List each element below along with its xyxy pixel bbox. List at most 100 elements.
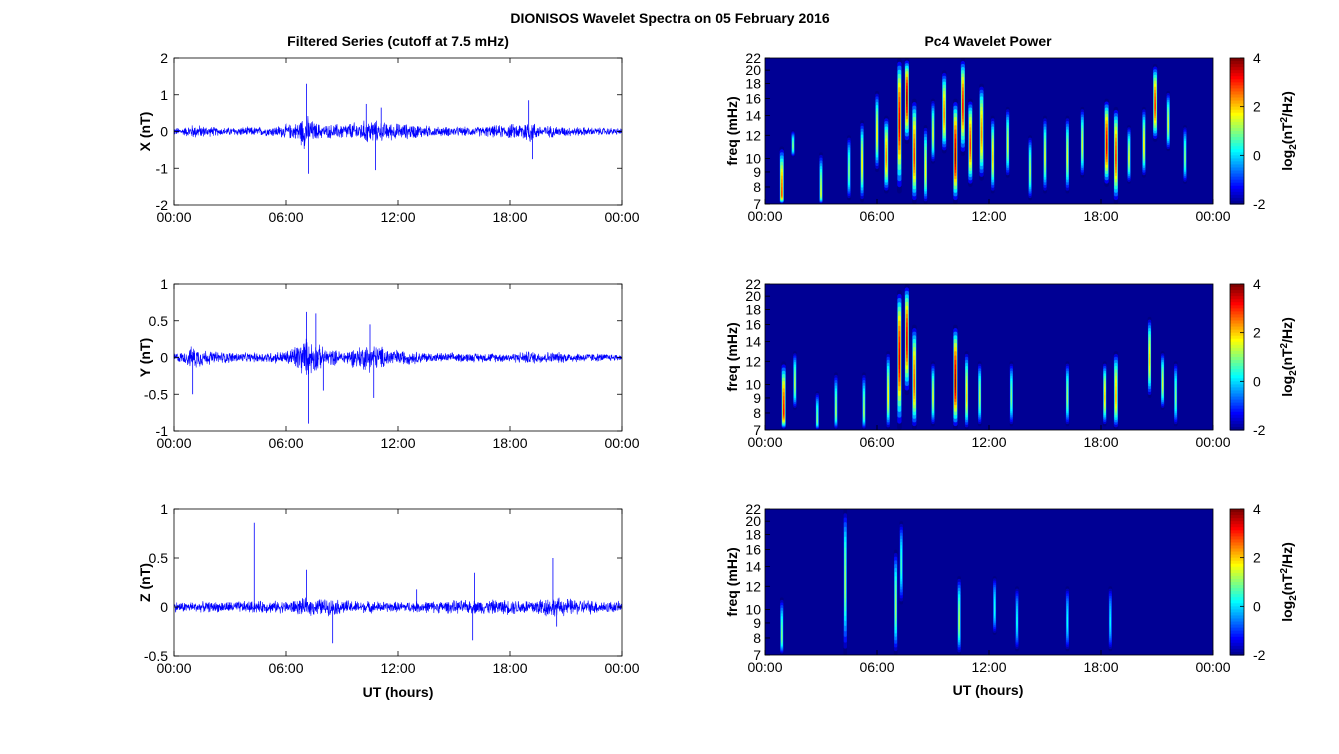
colorbar-segment xyxy=(1230,140,1244,144)
colorbar-segment xyxy=(1230,314,1244,319)
colorbar-segment xyxy=(1230,651,1244,656)
colorbar-segment xyxy=(1230,509,1244,513)
colorbar-tick-label: -2 xyxy=(1253,647,1266,663)
colorbar-segment xyxy=(1230,85,1244,90)
colorbar-segment xyxy=(1230,115,1244,120)
x-tick-label: 12:00 xyxy=(971,434,1006,450)
wavelet-event xyxy=(924,167,927,174)
x-tick-label: 00:00 xyxy=(156,435,191,451)
wavelet-event xyxy=(1128,155,1130,161)
colorbar-segment xyxy=(1230,399,1244,404)
colorbar-tick-label: 4 xyxy=(1253,50,1261,66)
colorbar-segment xyxy=(1230,615,1244,620)
colorbar-label-part: 2 xyxy=(1288,595,1299,601)
y-tick-label: 18 xyxy=(745,527,761,543)
axes-box xyxy=(173,508,623,657)
colorbar-segment xyxy=(1230,350,1244,355)
y-tick-label: 1 xyxy=(160,501,168,517)
colorbar-segment xyxy=(1230,554,1244,559)
wavelet-event xyxy=(954,379,956,388)
colorbar-segment xyxy=(1230,103,1244,108)
colorbar-segment xyxy=(1230,569,1244,574)
colorbar-segment xyxy=(1230,521,1244,525)
colorbar-segment xyxy=(1230,621,1244,626)
wavelet-event xyxy=(1010,394,1012,400)
colorbar-label-part: 2 xyxy=(1288,144,1299,150)
colorbar-segment xyxy=(1230,630,1244,635)
colorbar-segment xyxy=(1230,387,1244,392)
colorbar-segment xyxy=(1230,127,1244,132)
y-tick-label: 22 xyxy=(745,276,761,292)
wavelet-event xyxy=(781,634,783,640)
colorbar-segment xyxy=(1230,639,1244,644)
wavelet-event xyxy=(876,131,878,138)
x-tick-label: 18:00 xyxy=(492,435,527,451)
right-column-title: Pc4 Wavelet Power xyxy=(924,33,1052,49)
colorbar-segment xyxy=(1230,326,1244,331)
colorbar-segment xyxy=(1230,582,1244,586)
colorbar-segment xyxy=(1230,58,1244,62)
colorbar-tick-label: 4 xyxy=(1253,501,1261,517)
colorbar-segment xyxy=(1230,97,1244,102)
wavelet-event xyxy=(969,142,971,149)
y-tick-label: 7 xyxy=(753,422,761,438)
colorbar-label-part: 2 xyxy=(1279,116,1290,122)
colorbar-segment xyxy=(1230,200,1244,205)
wavelet-event xyxy=(1162,381,1164,387)
y-tick-label: -1 xyxy=(156,423,169,439)
colorbar-segment xyxy=(1230,606,1244,610)
x-tick-label: 06:00 xyxy=(859,659,894,675)
colorbar-segment xyxy=(1230,360,1244,364)
y-axis-label: freq (mHz) xyxy=(724,547,740,616)
colorbar-segment xyxy=(1230,317,1244,322)
colorbar-segment xyxy=(1230,194,1244,199)
wavelet-event xyxy=(1115,393,1117,400)
colorbar-segment xyxy=(1230,197,1244,202)
wavelet-event xyxy=(1115,154,1117,162)
colorbar-label-part: (nT xyxy=(1279,348,1295,370)
wavelet-event xyxy=(781,191,783,196)
colorbar-segment xyxy=(1230,524,1244,528)
colorbar-label-part: (nT xyxy=(1279,573,1295,595)
colorbar-tick-label: 2 xyxy=(1253,550,1261,566)
colorbar-segment xyxy=(1230,591,1244,595)
colorbar-segment xyxy=(1230,164,1244,169)
colorbar-segment xyxy=(1230,518,1244,522)
colorbar-segment xyxy=(1230,155,1244,159)
wavelet-event xyxy=(835,409,837,415)
y-tick-label: 1 xyxy=(160,276,168,292)
series-trace-2 xyxy=(173,338,623,375)
colorbar-tick-label: 2 xyxy=(1253,325,1261,341)
wavelet-event xyxy=(932,394,934,400)
wavelet-event xyxy=(895,604,897,613)
y-tick-label: -0.5 xyxy=(144,648,168,664)
colorbar-segment xyxy=(1230,533,1244,537)
colorbar-segment xyxy=(1230,73,1244,77)
y-tick-label: 0.5 xyxy=(149,550,169,566)
wavelet-event xyxy=(1007,143,1009,149)
colorbar-box xyxy=(1229,57,1245,205)
y-axis-label: X (nT) xyxy=(137,112,153,152)
colorbar-segment xyxy=(1230,414,1244,419)
colorbar-segment xyxy=(1230,167,1244,172)
colorbar-label-part: 2 xyxy=(1288,370,1299,376)
y-tick-label: 22 xyxy=(745,501,761,517)
y-tick-label: 20 xyxy=(745,513,761,529)
wavelet-event xyxy=(898,118,900,129)
colorbar-segment xyxy=(1230,572,1244,577)
y-tick-label: 10 xyxy=(745,602,761,618)
colorbar-label-part: 2 xyxy=(1279,567,1290,573)
y-tick-label: 9 xyxy=(753,390,761,406)
colorbar-box xyxy=(1229,508,1245,656)
colorbar-label: log2(nT2/Hz) xyxy=(1279,317,1299,397)
colorbar-segment xyxy=(1230,369,1244,373)
series-trace-3 xyxy=(173,597,623,617)
y-tick-label: 14 xyxy=(745,559,761,575)
colorbar-segment xyxy=(1230,170,1244,175)
y-tick-label: 12 xyxy=(745,127,761,143)
colorbar-segment xyxy=(1230,347,1244,352)
heatmap-background xyxy=(765,284,1213,430)
colorbar-tick-label: -2 xyxy=(1253,196,1266,212)
